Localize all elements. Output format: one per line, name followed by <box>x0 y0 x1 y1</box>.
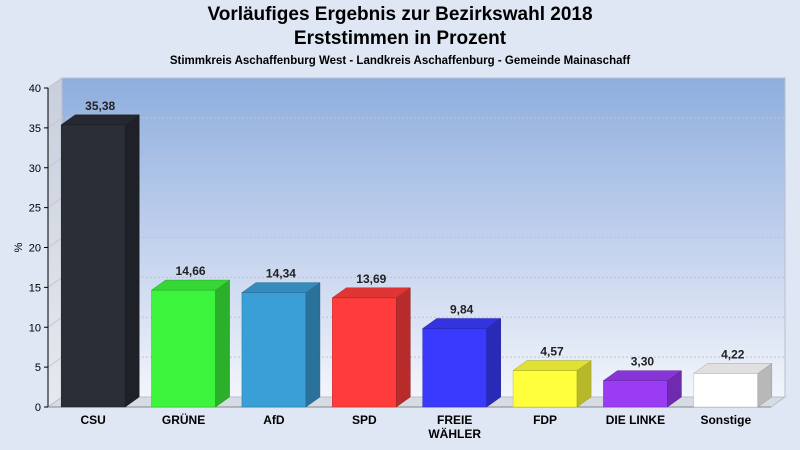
bar-0 <box>60 114 140 408</box>
bar-front <box>332 297 397 408</box>
value-label: 9,84 <box>450 303 474 317</box>
y-tick-label: 5 <box>35 362 41 374</box>
bar-front <box>151 289 216 408</box>
bar-side <box>305 282 321 408</box>
bar-side <box>486 318 501 408</box>
bar-top <box>150 279 231 291</box>
bar-front <box>512 370 578 408</box>
bar-top <box>60 114 140 126</box>
chart-subtitle: Stimmkreis Aschaffenburg West - Landkrei… <box>169 55 631 67</box>
bar-7 <box>693 362 773 408</box>
bar-top <box>241 282 321 293</box>
category-label: DIE LINKE <box>606 413 665 427</box>
gridline-wall <box>47 356 63 368</box>
category-label: Sonstige <box>700 413 751 427</box>
bar-front <box>422 328 487 408</box>
bar-2 <box>241 282 321 408</box>
chart-title-line2: Erststimmen in Prozent <box>293 28 507 49</box>
bar-top <box>693 363 773 374</box>
y-tick-label: 20 <box>29 243 41 255</box>
bar-3 <box>331 287 412 408</box>
bar-1 <box>150 279 231 408</box>
value-label: 4,57 <box>540 345 564 359</box>
bar-side <box>215 279 230 408</box>
bar-top <box>421 318 502 329</box>
y-tick-label: 0 <box>35 402 41 414</box>
y-tick-label: 10 <box>29 322 41 334</box>
bar-front <box>693 373 759 408</box>
category-label: AfD <box>263 413 285 427</box>
gridline-wall <box>47 316 63 328</box>
gridline-wall <box>47 117 63 129</box>
bar-front <box>60 124 126 408</box>
bar-front <box>241 292 307 408</box>
value-label: 3,30 <box>631 355 655 369</box>
category-label: SPD <box>352 413 377 427</box>
y-tick-label: 25 <box>29 203 41 215</box>
value-label: 13,69 <box>356 272 386 286</box>
gridline-wall <box>47 237 63 248</box>
chart-title: Vorläufiges Ergebnis zur Bezirkswahl 201… <box>207 4 593 25</box>
gridline-wall <box>47 77 63 89</box>
bar-5 <box>512 360 592 408</box>
y-tick-label: 35 <box>29 123 41 135</box>
value-label: 4,22 <box>721 347 745 361</box>
bar-top <box>331 287 412 299</box>
gridline-wall <box>47 276 63 288</box>
bar-top <box>512 360 592 371</box>
bar-side <box>396 287 411 408</box>
category-label: FREIE WÄHLER <box>428 413 481 441</box>
bar-6 <box>602 370 683 408</box>
bars <box>60 114 773 408</box>
gridline-wall <box>47 197 63 209</box>
bar-side <box>124 114 140 408</box>
y-tick-label: 40 <box>29 83 41 95</box>
value-label: 35,38 <box>85 99 115 113</box>
value-label: 14,66 <box>176 264 206 278</box>
value-label: 14,34 <box>266 267 296 281</box>
bar-top <box>602 370 683 381</box>
gridline-wall <box>47 157 63 169</box>
bar-front <box>603 380 668 408</box>
bar-4 <box>421 318 502 408</box>
y-tick-label: 30 <box>29 163 41 175</box>
category-label: CSU <box>81 413 106 427</box>
category-label: GRÜNE <box>162 412 205 427</box>
y-tick-label: 15 <box>29 282 41 294</box>
category-label: FDP <box>533 413 557 427</box>
labels: 35,38 CSU 14,66 GRÜNE 14,34 AfD 13,69 SPD 9,84 FR… <box>81 99 752 441</box>
y-axis-label: % <box>13 242 25 252</box>
